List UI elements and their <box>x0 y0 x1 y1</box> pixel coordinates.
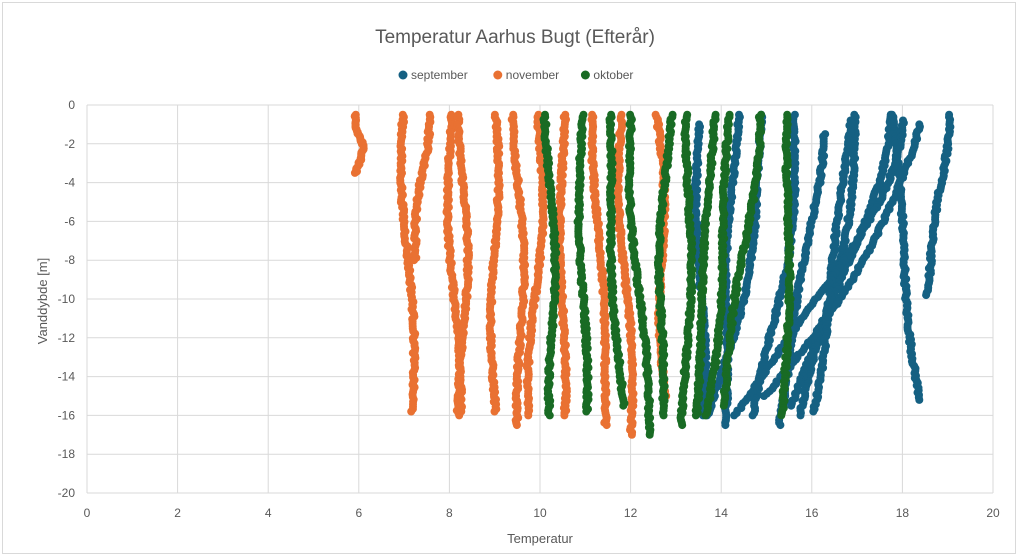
point-november <box>455 411 464 420</box>
scatter-points <box>350 110 955 439</box>
y-tick-label: -2 <box>64 137 75 151</box>
x-tick-label: 18 <box>896 506 910 520</box>
point-september <box>809 407 818 416</box>
point-oktober <box>619 401 628 410</box>
point-november <box>602 421 611 430</box>
point-november <box>407 407 416 416</box>
point-oktober <box>719 401 728 410</box>
point-november <box>627 430 636 439</box>
point-oktober <box>545 411 554 420</box>
y-tick-label: -6 <box>64 214 75 228</box>
legend-marker-oktober <box>580 70 590 80</box>
x-tick-label: 16 <box>805 506 819 520</box>
point-oktober <box>691 411 700 420</box>
point-september <box>760 392 768 400</box>
chart-svg: Temperatur Aarhus Bugt (Efterår) septemb… <box>35 27 1000 546</box>
point-oktober <box>701 411 710 420</box>
point-november <box>560 411 569 420</box>
x-tick-label: 20 <box>986 506 1000 520</box>
point-november <box>524 411 533 420</box>
y-tick-label: -4 <box>64 176 75 190</box>
point-oktober <box>777 411 786 420</box>
y-tick-label: -16 <box>58 408 76 422</box>
legend-label-september: september <box>411 68 468 82</box>
x-tick-label: 14 <box>715 506 729 520</box>
point-oktober <box>659 411 668 420</box>
y-tick-label: -8 <box>64 253 75 267</box>
x-tick-label: 10 <box>533 506 547 520</box>
point-september <box>796 411 805 420</box>
legend-label-november: november <box>506 68 559 82</box>
legend-marker-september <box>398 70 408 80</box>
point-september <box>721 421 730 430</box>
point-september <box>748 411 757 420</box>
legend-marker-november <box>493 70 503 80</box>
x-tick-label: 0 <box>84 506 91 520</box>
x-axis-title: Temperatur <box>507 531 573 546</box>
y-tick-label: 0 <box>68 98 75 112</box>
point-september <box>922 291 931 300</box>
x-tick-label: 2 <box>174 506 181 520</box>
point-september <box>915 395 924 404</box>
point-november <box>350 168 359 177</box>
y-tick-label: -10 <box>58 292 76 306</box>
y-tick-label: -20 <box>58 486 76 500</box>
point-september <box>787 401 796 410</box>
chart-title: Temperatur Aarhus Bugt (Efterår) <box>375 27 655 48</box>
x-tick-label: 12 <box>624 506 638 520</box>
x-tick-label: 8 <box>446 506 453 520</box>
y-tick-label: -12 <box>58 331 76 345</box>
point-september <box>776 421 785 430</box>
legend-label-oktober: oktober <box>593 68 633 82</box>
tick-labels: 0 2 4 6 8 10 12 14 16 18 20 0 -2 -4 -6 -8 -10 -12 -14 -16 -1… <box>58 98 1000 520</box>
y-tick-label: -18 <box>58 447 76 461</box>
point-oktober <box>582 407 591 416</box>
point-november <box>410 256 418 265</box>
point-oktober <box>645 430 654 439</box>
y-tick-label: -14 <box>58 370 76 384</box>
y-axis-title: Vanddybde [m] <box>35 258 50 344</box>
point-september <box>730 411 739 420</box>
point-november <box>490 407 499 416</box>
x-tick-label: 4 <box>265 506 272 520</box>
point-november <box>512 421 521 430</box>
legend: september november oktober <box>398 68 633 82</box>
x-tick-label: 6 <box>355 506 362 520</box>
point-oktober <box>678 421 687 430</box>
